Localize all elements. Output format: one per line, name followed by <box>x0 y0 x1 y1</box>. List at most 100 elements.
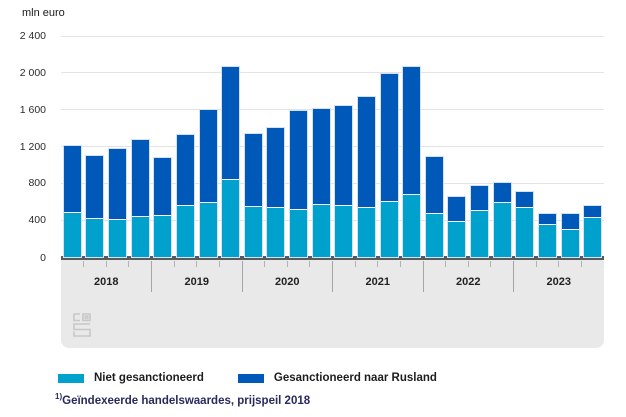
quarter-tick <box>128 261 130 267</box>
segment-separator <box>63 212 81 213</box>
year-divider <box>422 261 424 292</box>
bar-segment-not-sanctioned <box>516 208 534 257</box>
segment-separator <box>380 201 398 202</box>
bar-segment-sanctioned <box>516 192 534 207</box>
bar-segment-sanctioned <box>131 140 149 216</box>
bar-segment-not-sanctioned <box>199 203 217 257</box>
bar-stack <box>267 128 285 257</box>
bar-segment-not-sanctioned <box>154 216 172 257</box>
bar-segment-not-sanctioned <box>561 230 579 257</box>
segment-separator <box>425 213 443 214</box>
quarter-tick <box>354 261 356 267</box>
legend-label: Gesanctioneerd naar Rusland <box>273 372 437 384</box>
bar-segment-sanctioned <box>357 97 375 207</box>
bar-segment-sanctioned <box>561 214 579 229</box>
footnote-text: Geïndexeerde handelswaardes, prijspeil 2… <box>62 394 311 407</box>
bar-stack <box>109 149 127 257</box>
bar-segment-sanctioned <box>222 67 240 179</box>
bar-segment-not-sanctioned <box>380 202 398 257</box>
quarter-tick <box>173 261 175 267</box>
quarter-tick <box>490 261 492 267</box>
y-axis-tick-label: 800 <box>28 177 46 190</box>
segment-separator <box>312 204 330 205</box>
bar-segment-sanctioned <box>176 135 194 205</box>
segment-separator <box>335 205 353 206</box>
year-label: 2021 <box>365 276 390 288</box>
bar-stack <box>335 106 353 257</box>
bar-segment-not-sanctioned <box>357 208 375 257</box>
quarter-tick <box>286 261 288 267</box>
segment-separator <box>290 209 308 210</box>
bar-stack <box>290 111 308 257</box>
bar-segment-sanctioned <box>448 197 466 221</box>
quarter-tick <box>264 261 266 267</box>
segment-separator <box>516 207 534 208</box>
segment-separator <box>584 217 602 218</box>
year-label: 2018 <box>94 276 119 288</box>
bar-stack <box>86 156 104 257</box>
year-label: 2020 <box>275 276 300 288</box>
segment-separator <box>199 202 217 203</box>
quarter-tick <box>558 261 560 267</box>
bar-segment-sanctioned <box>335 106 353 205</box>
y-gridline <box>61 35 604 37</box>
bar-stack <box>154 158 172 257</box>
bar-stack <box>312 109 330 257</box>
bar-segment-sanctioned <box>199 110 217 202</box>
legend-swatch <box>58 373 84 383</box>
cbs-logo-icon <box>71 311 93 344</box>
bar-segment-not-sanctioned <box>471 211 489 257</box>
y-gridline <box>61 72 604 74</box>
bar-stack <box>538 214 556 257</box>
bar-stack <box>584 206 602 257</box>
segment-separator <box>154 215 172 216</box>
bar-stack <box>131 140 149 257</box>
bar-segment-sanctioned <box>538 214 556 224</box>
bar-stack <box>493 183 511 257</box>
chart-legend: Niet gesanctioneerd Gesanctioneerd naar R… <box>58 372 437 384</box>
bar-segment-sanctioned <box>425 157 443 213</box>
legend-item: Niet gesanctioneerd <box>58 372 204 384</box>
x-axis-line <box>61 256 604 260</box>
bar-segment-not-sanctioned <box>176 206 194 257</box>
bar-stack <box>222 67 240 257</box>
y-axis-tick-label: 2 000 <box>19 66 46 79</box>
y-axis-tick-label: 2 400 <box>19 30 46 42</box>
quarter-tick <box>218 261 220 267</box>
segment-separator <box>448 221 466 222</box>
year-label: 2023 <box>546 276 571 288</box>
bar-segment-sanctioned <box>584 206 602 217</box>
quarter-tick <box>377 261 379 267</box>
legend-label: Niet gesanctioneerd <box>94 372 204 384</box>
segment-separator <box>493 202 511 203</box>
segment-separator <box>131 216 149 217</box>
bar-segment-sanctioned <box>312 109 330 204</box>
bar-segment-not-sanctioned <box>448 222 466 257</box>
bar-segment-not-sanctioned <box>538 225 556 257</box>
y-axis-tick-label: 400 <box>28 214 46 227</box>
bar-segment-sanctioned <box>154 158 172 215</box>
quarter-tick <box>399 261 401 267</box>
bar-stack <box>199 110 217 257</box>
bar-stack <box>63 146 81 257</box>
y-gridline <box>61 109 604 111</box>
y-axis-tick-label: 0 <box>40 252 46 264</box>
y-axis-tick-label: 1 200 <box>19 140 46 153</box>
segment-separator <box>357 207 375 208</box>
segment-separator <box>267 207 285 208</box>
bar-stack <box>244 134 262 257</box>
y-gridline <box>61 219 604 221</box>
bar-segment-sanctioned <box>63 146 81 212</box>
quarter-tick <box>105 261 107 267</box>
bar-segment-not-sanctioned <box>335 206 353 257</box>
segment-separator <box>244 206 262 207</box>
legend-swatch <box>237 373 264 383</box>
year-divider <box>513 261 514 292</box>
bar-segment-not-sanctioned <box>131 217 149 257</box>
unit-label: mln euro <box>22 7 65 19</box>
year-divider <box>151 261 152 292</box>
quarter-tick <box>445 261 447 267</box>
year-label: 2022 <box>456 276 481 288</box>
segment-separator <box>538 224 556 225</box>
bar-segment-not-sanctioned <box>312 205 330 257</box>
